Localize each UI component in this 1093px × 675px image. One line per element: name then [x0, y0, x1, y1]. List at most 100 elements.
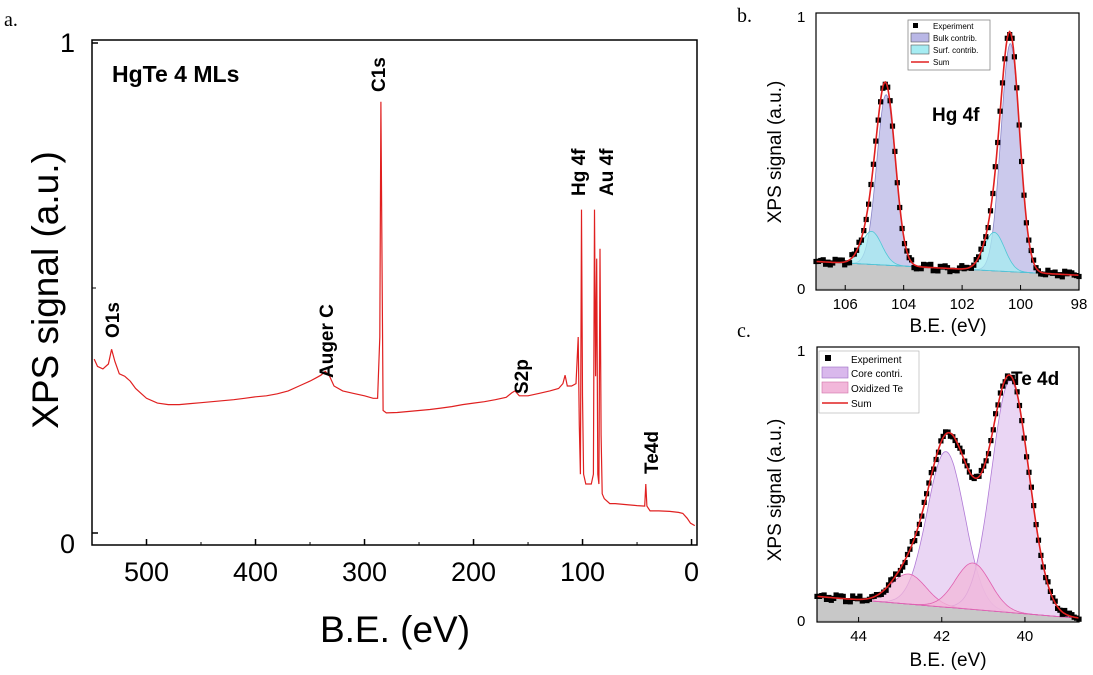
legend-label-sum-c: Sum	[851, 399, 872, 410]
panel-c-x-tick-label: 40	[1017, 628, 1034, 645]
panel-c-y-tick-1: 1	[797, 343, 805, 360]
annotation-hg4f: Hg 4f	[569, 148, 590, 196]
panel-a-x-tick-label: 100	[560, 557, 605, 587]
panel-c-experiment-point	[866, 596, 872, 602]
panel-a: a. 500 400 300 200 100 0 0 1 B.E. (eV) XPS si…	[4, 9, 699, 650]
annotation-s2p: S2p	[512, 359, 533, 394]
panel-c-experiment-point	[900, 564, 906, 570]
panel-c-experiment-point	[821, 592, 827, 598]
panel-c-y-tick-0: 0	[797, 613, 805, 630]
panel-b-x-tick-label: 98	[1071, 296, 1088, 313]
panel-c-sum-line	[816, 374, 1080, 619]
panel-c-experiment-point	[935, 449, 942, 455]
panel-c-experiment-point	[1045, 579, 1051, 585]
annotation-auger-c: Auger C	[317, 304, 338, 378]
panel-b-x-axis-label: B.E. (eV)	[909, 316, 986, 337]
panel-b-label: b.	[737, 5, 752, 27]
legend-label-experiment: Experiment	[933, 22, 974, 31]
panel-b-experiment-point	[1052, 269, 1058, 275]
panel-b-experiment-point	[959, 263, 965, 269]
panel-b-experiment-point	[1042, 272, 1049, 278]
panel-b-experiment-point	[935, 268, 941, 274]
panel-a-series-line	[93, 101, 696, 527]
panel-a-x-axis-label: B.E. (eV)	[320, 609, 470, 650]
legend-label-experiment-c: Experiment	[851, 355, 902, 366]
panel-b-sum-line	[815, 30, 1079, 276]
legend-label-sum: Sum	[933, 58, 950, 67]
panel-b-experiment-point	[973, 257, 979, 263]
legend-label-surf: Surf. contrib.	[933, 46, 978, 55]
panel-b-experiment-point	[882, 81, 888, 87]
panel-c-experiment-point	[952, 437, 958, 444]
panel-b-x-tick-label: 102	[950, 296, 975, 313]
legend-swatch-core	[821, 366, 849, 379]
legend-swatch-surf	[910, 44, 930, 55]
panel-c-experiment-point	[840, 593, 846, 599]
panel-c-x-axis-label: B.E. (eV)	[909, 650, 986, 671]
panel-c-experiment-point	[914, 530, 920, 537]
panel-b-x-tick-label: 100	[1008, 296, 1033, 313]
panel-b-component-peak	[815, 43, 1080, 276]
annotation-c1s: C1s	[369, 57, 390, 92]
panel-b-y-tick-0: 0	[797, 281, 805, 298]
panel-c-experiment-point	[1002, 379, 1008, 385]
panel-c-experiment-point	[883, 587, 889, 593]
panel-c-experiment-point	[902, 559, 908, 566]
panel-c-experiment-point	[959, 449, 965, 455]
panel-a-x-tick-label: 0	[684, 557, 699, 587]
panel-c-annotation: Te 4d	[1011, 369, 1059, 390]
panel-c-experiment-point	[1062, 607, 1068, 614]
panel-b-experiment-point	[928, 261, 934, 267]
panel-c-experiment-point	[978, 467, 984, 474]
panel-b-annotation: Hg 4f	[932, 105, 980, 126]
panel-c-experiment-point	[912, 538, 918, 544]
panel-a-y-tick-1: 1	[60, 28, 75, 58]
legend-swatch-oxidized	[821, 381, 849, 394]
panel-a-x-tick-label: 300	[342, 557, 387, 587]
legend-label-bulk: Bulk contrib.	[933, 34, 977, 43]
annotation-au4f: Au 4f	[597, 148, 618, 196]
panel-a-y-tick-0: 0	[60, 529, 75, 559]
panel-a-x-tick-label: 200	[451, 557, 496, 587]
panel-c-x-tick-label: 44	[850, 628, 867, 645]
panel-b-experiment-point	[978, 246, 984, 252]
panel-b-x-tick-label: 106	[833, 296, 858, 313]
panel-a-label: a.	[4, 9, 18, 31]
panel-b-experiment-point	[968, 265, 974, 271]
legend-marker-experiment	[913, 23, 918, 28]
panel-b-experiment-point	[954, 268, 960, 274]
annotation-te4d: Te4d	[642, 431, 663, 474]
panel-b-experiment-point	[1059, 274, 1065, 280]
panel-c-experiment-point	[895, 571, 901, 577]
panel-a-frame	[91, 39, 698, 546]
legend-label-core: Core contri.	[851, 369, 903, 380]
panel-a-title: HgTe 4 MLs	[112, 61, 239, 87]
annotation-o1s: O1s	[103, 302, 124, 338]
panel-b-x-tick-label: 104	[891, 296, 916, 313]
legend-label-oxidized: Oxidized Te	[851, 384, 904, 395]
panel-b: b. 106 104 102 100 98 0 1 B.E. (eV) XPS sign…	[737, 5, 1087, 337]
panel-c-experiment-point	[847, 599, 853, 605]
panel-a-x-tick-label: 500	[124, 557, 169, 587]
panel-a-y-axis-label: XPS signal (a.u.)	[25, 151, 66, 429]
panel-c-legend: Experiment Core contri. Oxidized Te Sum	[818, 350, 920, 414]
panel-c-x-tick-label: 42	[933, 628, 950, 645]
panel-c-label: c.	[737, 320, 751, 342]
panel-b-legend: Experiment Bulk contrib. Surf. contrib. …	[907, 19, 991, 71]
panel-b-experiment-point	[909, 257, 915, 263]
panel-b-y-axis-label: XPS signal (a.u.)	[765, 81, 786, 224]
panel-c-experiment-point	[897, 567, 903, 574]
panel-c-experiment-point	[1059, 611, 1065, 617]
panel-c-experiment-point	[950, 434, 956, 440]
panel-b-y-tick-1: 1	[797, 9, 805, 26]
panel-b-experiment-point	[1007, 32, 1013, 38]
panel-c: c. 44 42 40 0 1 B.E. (eV) XPS signal (a.u.…	[737, 320, 1082, 671]
panel-c-y-axis-label: XPS signal (a.u.)	[765, 419, 786, 562]
panel-b-frame	[815, 12, 1080, 291]
panel-c-experiment-point	[857, 593, 863, 599]
panel-b-experiment-point	[918, 266, 924, 272]
legend-swatch-bulk	[910, 32, 930, 43]
panel-b-experiment-point	[820, 257, 826, 263]
panel-a-x-tick-label: 400	[233, 557, 278, 587]
